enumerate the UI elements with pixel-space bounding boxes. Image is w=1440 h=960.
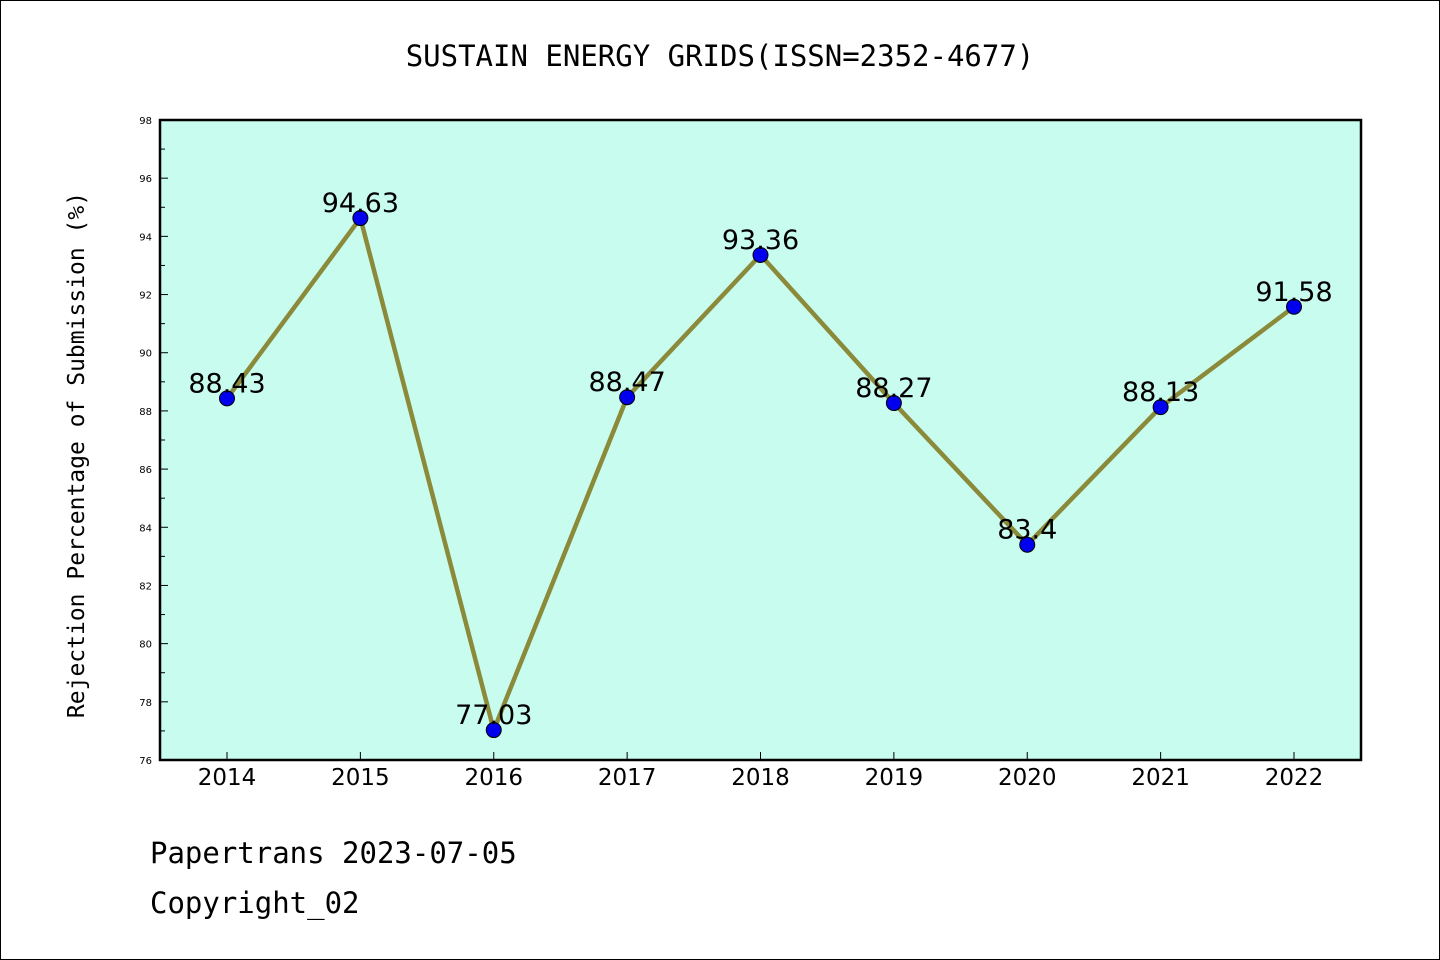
data-label: 88.13 — [1122, 377, 1199, 408]
footer-copyright: Copyright_02 — [150, 886, 360, 920]
y-tick-label: 80 — [139, 640, 152, 651]
data-label: 91.58 — [1255, 277, 1332, 308]
data-point-marker — [485, 722, 502, 739]
y-tick-label: 76 — [139, 756, 152, 767]
data-point-marker — [352, 210, 369, 227]
data-point-marker — [1019, 536, 1036, 553]
x-tick-label: 2017 — [598, 765, 657, 791]
plot-area — [158, 118, 1363, 762]
y-tick-label: 98 — [139, 116, 152, 127]
y-tick-label: 94 — [139, 232, 152, 243]
data-label: 88.43 — [188, 368, 265, 399]
x-tick-label: 2016 — [464, 765, 523, 791]
x-tick-label: 2018 — [731, 765, 790, 791]
data-point-marker — [1286, 298, 1302, 315]
data-point-marker — [619, 389, 636, 406]
x-tick-label: 2022 — [1265, 765, 1324, 791]
y-axis-label: Rejection Percentage of Submission (%) — [64, 192, 90, 718]
y-tick-label: 82 — [139, 581, 152, 592]
data-point-marker — [885, 395, 902, 412]
data-point-marker — [752, 246, 769, 263]
x-tick-label: 2020 — [998, 765, 1057, 791]
data-label: 88.27 — [855, 373, 932, 404]
x-tick-label: 2021 — [1131, 765, 1190, 791]
data-label: 77.03 — [455, 700, 532, 731]
data-label: 88.47 — [588, 367, 665, 398]
footer-date: Papertrans 2023-07-05 — [150, 836, 517, 870]
x-tick-label: 2014 — [198, 765, 257, 791]
y-tick-label: 84 — [139, 523, 152, 534]
x-tick-label: 2015 — [331, 765, 390, 791]
x-tick-label: 2019 — [865, 765, 924, 791]
y-tick-label: 88 — [139, 407, 152, 418]
series-markers — [219, 210, 1302, 739]
data-point-marker — [1152, 399, 1169, 416]
axis-ticks: 76 78 80 82 84 86 88 90 92 94 96 98 2014 2015 2016 2017… — [139, 116, 1323, 791]
data-labels: 88.43 94.63 77.03 88.47 93.36 88.27 83.4 88.13 9… — [188, 188, 1332, 731]
y-tick-label: 92 — [139, 291, 152, 302]
y-tick-label: 96 — [139, 174, 152, 185]
chart-title: SUSTAIN ENERGY GRIDS(ISSN=2352-4677) — [406, 39, 1035, 73]
data-point-marker — [219, 390, 235, 407]
data-label: 94.63 — [322, 188, 399, 219]
y-tick-label: 78 — [139, 698, 152, 709]
y-tick-label: 90 — [139, 349, 152, 360]
data-label: 83.4 — [997, 515, 1057, 546]
y-tick-label: 86 — [139, 465, 152, 476]
data-label: 93.36 — [722, 225, 799, 256]
